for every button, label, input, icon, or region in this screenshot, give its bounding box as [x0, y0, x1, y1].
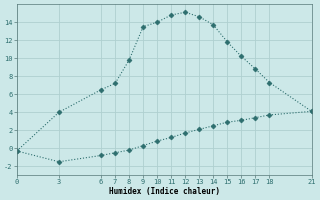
- X-axis label: Humidex (Indice chaleur): Humidex (Indice chaleur): [109, 187, 220, 196]
